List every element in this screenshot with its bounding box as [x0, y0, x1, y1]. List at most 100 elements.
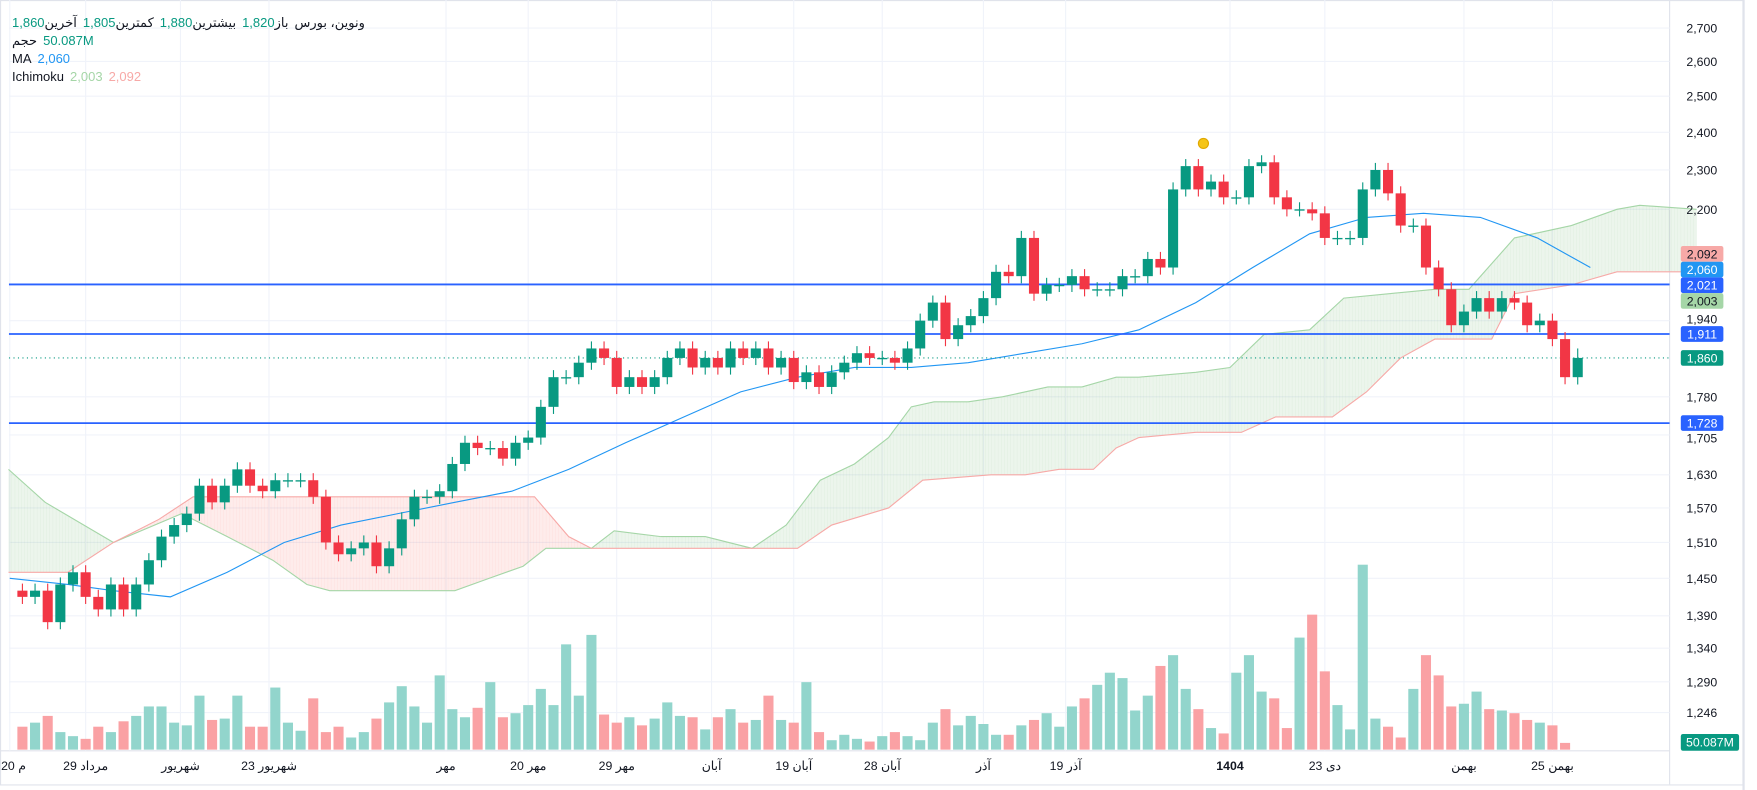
candle-body: [1357, 189, 1368, 238]
cloud-segment: [457, 496, 461, 590]
time-tick-label: 25 بهمن: [1531, 759, 1574, 773]
cloud-segment: [1083, 385, 1087, 470]
cloud-segment: [1560, 227, 1565, 287]
cloud-segment: [1020, 392, 1024, 475]
price-axis: 2,700 2,600 2,500 2,400 2,300 2,200 1,940 1,780…: [1680, 22, 1740, 751]
cloud-segment: [1630, 206, 1634, 272]
cloud-segment: [1516, 236, 1520, 294]
cloud-segment: [422, 496, 427, 591]
volume-bar: [396, 686, 407, 750]
cloud-segment: [1418, 290, 1422, 349]
volume-bar: [1332, 705, 1343, 750]
cloud-segment: [871, 448, 876, 514]
candle-body: [1155, 258, 1166, 268]
cloud-segment: [896, 422, 901, 502]
volume-bar: [813, 732, 825, 750]
legend-ichimoku[interactable]: Ichimoku 2,003 2,092: [12, 68, 365, 86]
cloud-segment: [308, 496, 313, 586]
cloud-segment: [346, 496, 351, 591]
candle-body: [358, 542, 369, 549]
cloud-segment: [264, 496, 269, 558]
cloud-segment: [925, 403, 929, 481]
cloud-segment: [1503, 246, 1508, 315]
cloud-segment: [1529, 234, 1533, 292]
cloud-segment: [568, 535, 572, 549]
cloud-segment: [1061, 386, 1065, 470]
cloud-segment: [675, 536, 680, 549]
cloud-segment: [425, 496, 430, 591]
cloud-segment: [1386, 293, 1391, 372]
price-tick-label: 1,510: [1686, 536, 1717, 550]
time-tick-label: 23 شهریور: [241, 759, 297, 773]
cloud-segment: [688, 536, 692, 549]
candle-body: [1446, 289, 1457, 326]
candle-body: [371, 542, 382, 567]
cloud-segment: [1200, 371, 1204, 433]
cloud-segment: [874, 445, 879, 513]
cloud-segment: [1333, 305, 1337, 417]
cloud-segment: [1225, 367, 1230, 433]
legend-symbol[interactable]: ونوین، بورس: [294, 15, 365, 30]
time-tick-label: 28 آبان: [864, 758, 901, 773]
cloud-segment: [1525, 234, 1530, 292]
cloud-segment: [722, 541, 727, 549]
cloud-segment: [1095, 382, 1100, 467]
cloud-segment: [1295, 330, 1299, 417]
price-badge: [1680, 415, 1724, 431]
volume-bar: [877, 736, 888, 750]
volume-bar: [586, 634, 597, 750]
cloud-segment: [1677, 207, 1682, 272]
cloud-segment: [1048, 386, 1053, 472]
cloud-segment: [381, 496, 386, 591]
cloud-segment: [899, 417, 904, 499]
candle-body: [1041, 284, 1052, 294]
volume-bar: [889, 732, 900, 750]
volume-bar: [1345, 729, 1356, 750]
candle-body: [459, 442, 471, 464]
cloud-segment: [1250, 344, 1255, 429]
cloud-segment: [710, 537, 714, 549]
candle-body: [156, 536, 167, 561]
cloud-segment: [1547, 229, 1552, 289]
candle-body: [548, 377, 559, 407]
volume-bar: [207, 719, 218, 750]
cloud-segment: [1114, 377, 1119, 450]
cloud-segment: [71, 517, 76, 570]
cloud-segment: [697, 536, 702, 549]
cloud-segment: [1494, 256, 1498, 334]
span-a-line: [8, 204, 1697, 592]
cloud-segment: [466, 496, 471, 587]
cloud-segment: [843, 467, 847, 522]
legend-ma[interactable]: MA 2,060: [12, 50, 365, 68]
candle-body: [700, 357, 711, 368]
cloud-segment: [435, 496, 439, 591]
volume-bar: [851, 738, 863, 750]
cloud-segment: [786, 520, 790, 549]
candle-body: [763, 348, 774, 368]
cloud-segment: [21, 480, 25, 573]
cloud-segment: [1652, 206, 1656, 272]
cloud-segment: [1617, 208, 1622, 272]
volume-bar: [67, 736, 79, 750]
cloud-segment: [656, 536, 661, 549]
cloud-segment: [1203, 370, 1207, 433]
volume-badge: [1680, 733, 1740, 751]
volume-bar: [1092, 684, 1103, 750]
cloud-segment: [74, 519, 79, 568]
cloud-segment: [1152, 375, 1157, 437]
candle-body: [611, 357, 622, 387]
candle-body: [1003, 271, 1014, 277]
cloud-segment: [52, 506, 57, 573]
cloud-segment: [1535, 232, 1539, 291]
cloud-segment: [555, 520, 559, 549]
cloud-segment: [1092, 382, 1097, 470]
legend-volume[interactable]: حجم 50.087M: [12, 32, 365, 50]
cloud-segment: [1118, 377, 1122, 448]
cloud-segment: [280, 496, 284, 568]
cloud-segment: [805, 495, 809, 544]
cloud-segment: [659, 536, 664, 549]
cloud-segment: [479, 496, 484, 582]
candle-body: [30, 590, 41, 597]
candle-body: [396, 519, 407, 549]
